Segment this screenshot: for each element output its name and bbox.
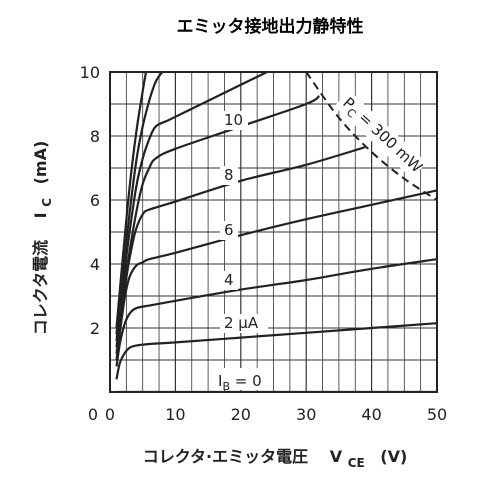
- x-tick-label: 10: [165, 405, 185, 424]
- chart-title: エミッタ接地出力静特性: [177, 16, 364, 37]
- x-tick-label: 50: [427, 405, 447, 424]
- ib-zero-label: IB = 0: [218, 372, 262, 393]
- curve-label-bg: [220, 314, 268, 333]
- y-tick-label: 6: [90, 191, 100, 210]
- curve-label: 8: [224, 166, 234, 184]
- power-limit-label-bg: [334, 90, 427, 179]
- origin-label: 0: [88, 405, 98, 424]
- series-line-16: [115, 72, 148, 329]
- y-tick-label: 8: [90, 127, 100, 146]
- x-tick-label: 30: [296, 405, 316, 424]
- curve-label: 6: [224, 221, 234, 239]
- curve-label-bg: [220, 221, 238, 240]
- x-axis-unit: (V): [380, 447, 407, 466]
- series-line-6: [115, 189, 437, 361]
- y-axis-unit: (mA): [31, 141, 50, 185]
- series-line-10: [115, 95, 320, 348]
- curve-label-bg: [220, 111, 248, 130]
- power-limit-line: [305, 72, 437, 201]
- curve-label: 2 μA: [224, 314, 259, 332]
- curve-label-bg: [220, 271, 238, 290]
- series-line-4: [115, 258, 437, 367]
- y-axis-symbol-sub: C: [40, 198, 54, 207]
- series-line-14: [115, 72, 164, 335]
- ib-label-bg: [214, 368, 270, 390]
- y-axis-label: コレクタ電流 I C (mA): [31, 141, 55, 336]
- y-tick-label: 4: [90, 255, 100, 274]
- x-tick-label: 20: [231, 405, 251, 424]
- x-axis-symbol: V: [330, 447, 343, 466]
- x-axis-label-main: コレクタ·エミッタ電圧: [143, 447, 308, 466]
- curve-label: 10: [224, 111, 243, 129]
- x-axis-symbol-sub: CE: [348, 456, 365, 470]
- tick-labels: 0 10 20 30 40 50 0 2 4 6 8 10: [80, 63, 448, 424]
- y-axis-label-main: コレクタ電流: [31, 240, 50, 335]
- x-tick-label: 0: [105, 405, 115, 424]
- curves: [115, 72, 437, 392]
- plot-frame: [109, 71, 438, 393]
- curve-label: 4: [224, 271, 234, 289]
- grid: [110, 72, 437, 392]
- series-line-2-A: [115, 322, 437, 380]
- x-tick-label: 40: [361, 405, 381, 424]
- y-axis-symbol: I: [31, 212, 50, 218]
- series-line-12: [115, 72, 268, 341]
- curve-label-bg: [220, 166, 238, 185]
- y-tick-label: 10: [80, 63, 100, 82]
- x-axis-label: コレクタ·エミッタ電圧 V CE (V): [143, 447, 408, 471]
- y-tick-label: 2: [90, 319, 100, 338]
